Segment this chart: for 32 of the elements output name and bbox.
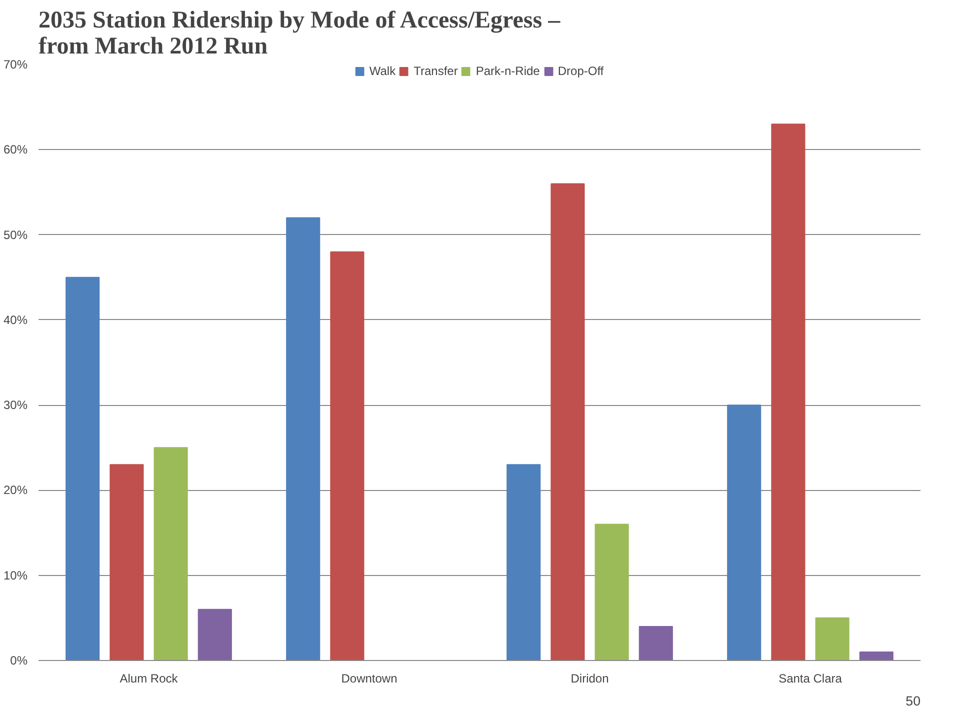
legend-label: Transfer <box>414 64 458 78</box>
y-tick-label: 20% <box>3 483 28 498</box>
bar <box>110 464 144 660</box>
bar <box>286 217 320 660</box>
bar <box>815 617 850 660</box>
x-tick-label: Downtown <box>341 672 398 686</box>
y-tick-label: 60% <box>3 142 28 157</box>
chart-title: 2035 Station Ridership by Mode of Access/Egress – from March 2012 Run <box>38 8 562 60</box>
y-tick-label: 30% <box>3 398 28 412</box>
y-tick-label: 40% <box>3 312 28 327</box>
legend-label: Park-n-Ride <box>476 64 540 78</box>
bar <box>859 651 894 660</box>
bar <box>330 251 364 660</box>
legend-label: Walk <box>369 64 396 78</box>
x-tick-label: Alum Rock <box>120 672 179 686</box>
bar <box>66 276 100 660</box>
bar <box>198 608 232 660</box>
bar <box>154 447 188 660</box>
x-tick-label: Santa Clara <box>778 672 842 686</box>
text: 50 <box>906 694 921 708</box>
bar <box>771 124 806 660</box>
bar <box>550 183 585 660</box>
y-tick-label: 10% <box>3 568 28 582</box>
bar <box>594 524 629 660</box>
bar <box>727 404 762 660</box>
y-tick-label: 0% <box>10 654 28 668</box>
legend-label: Drop-Off <box>558 64 604 78</box>
bar <box>638 626 673 660</box>
bar <box>506 464 541 660</box>
y-tick-label: 50% <box>3 228 28 242</box>
x-tick-label: Diridon <box>570 672 609 686</box>
y-tick-label: 70% <box>3 58 28 72</box>
